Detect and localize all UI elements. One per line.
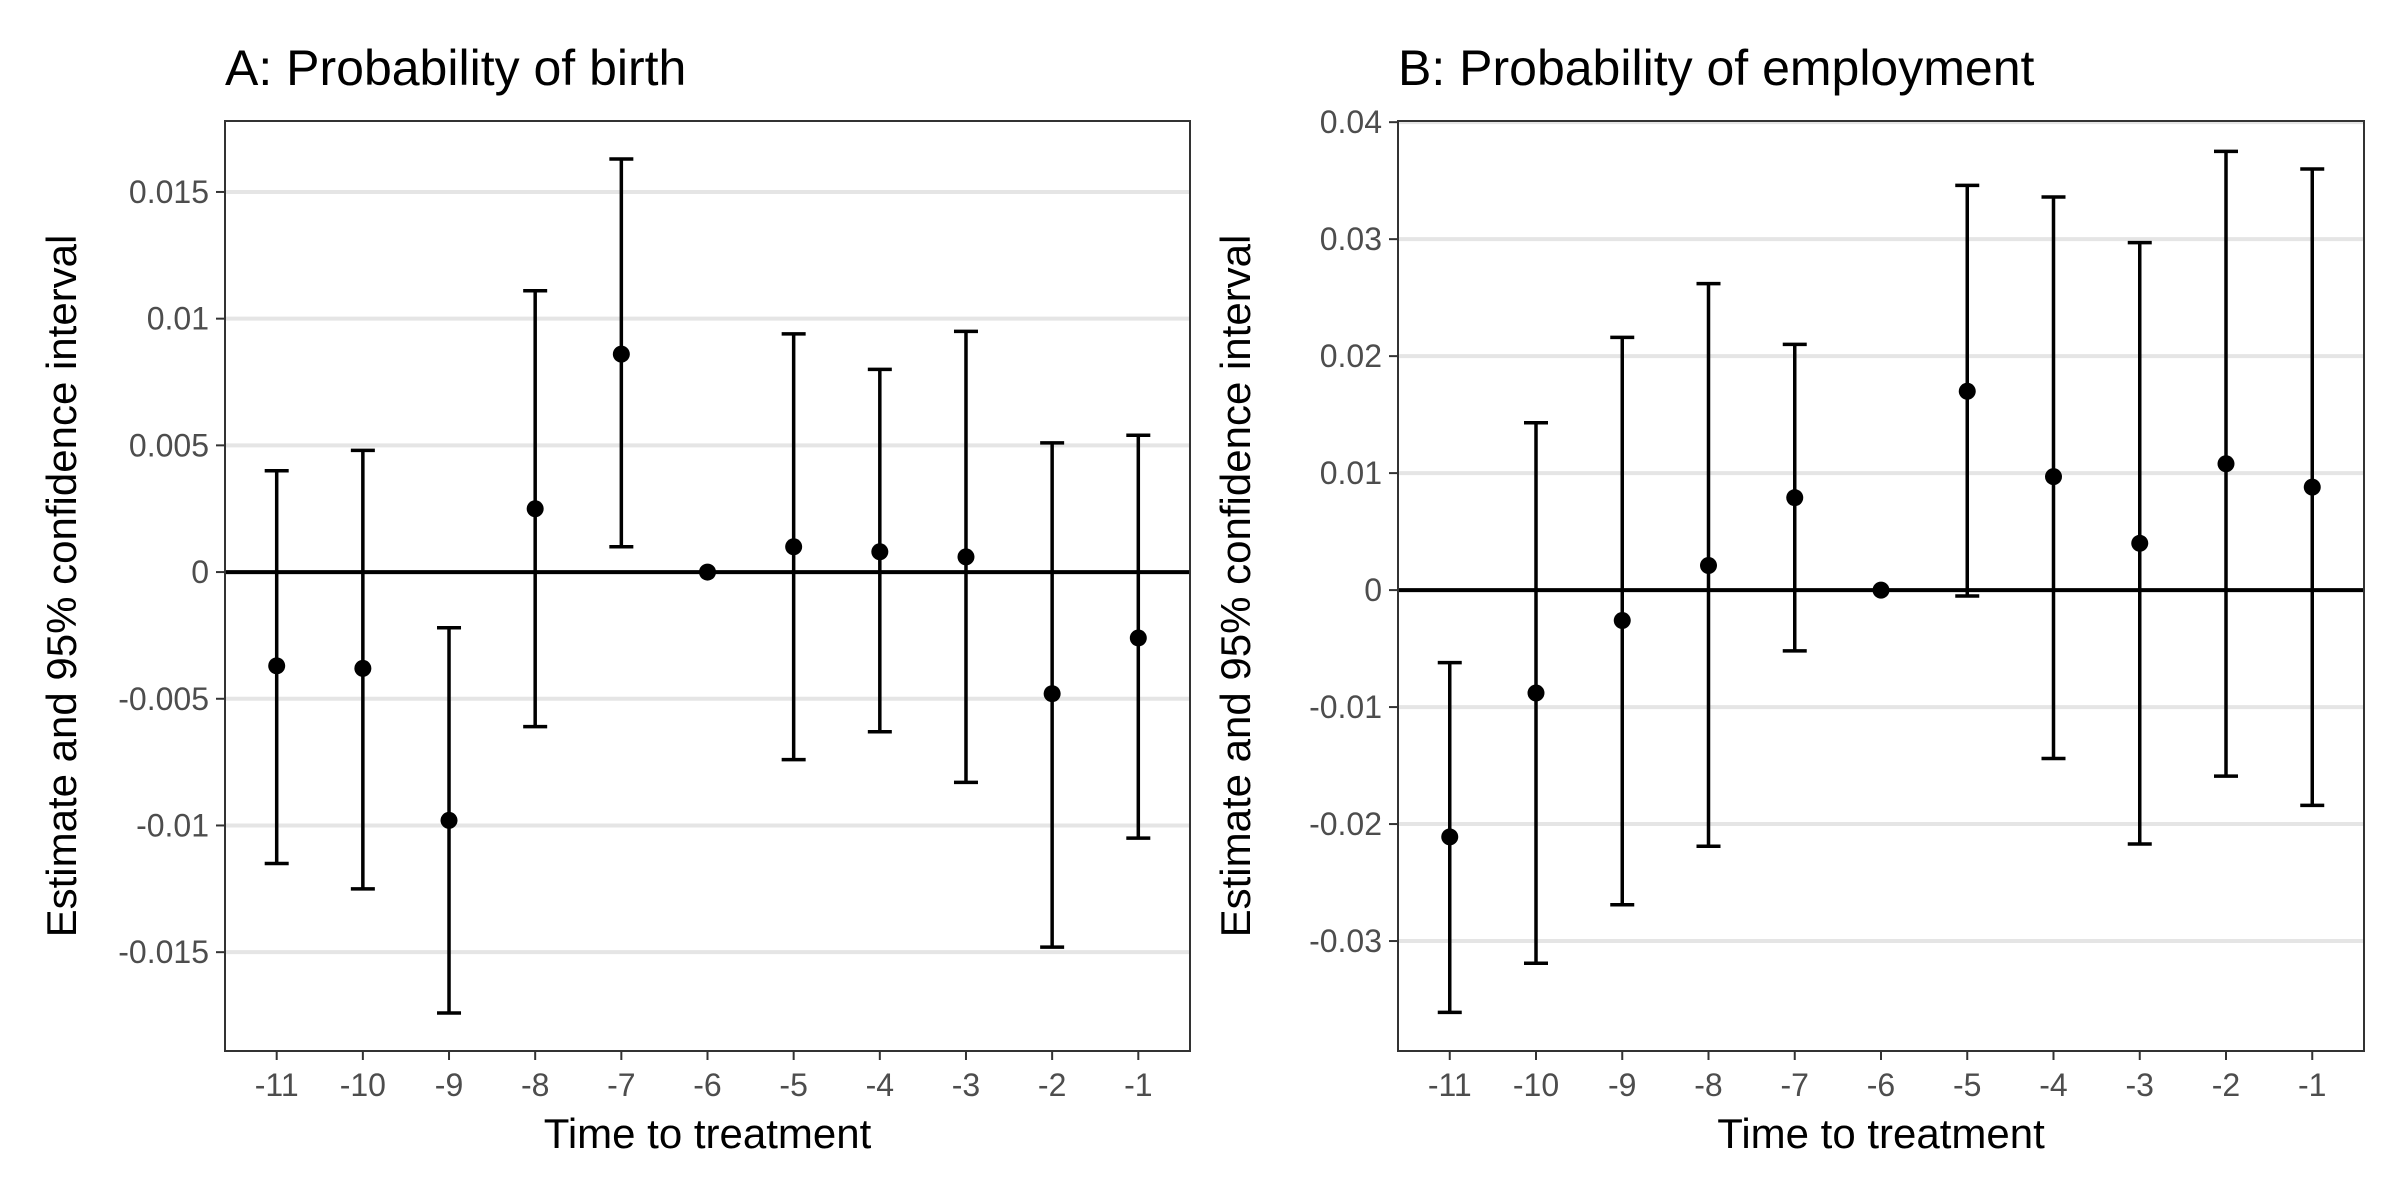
panel-a-estimate-point <box>440 811 458 829</box>
panel-a-estimate-point <box>871 543 889 561</box>
panel-a-y-tick-label: -0.015 <box>118 934 209 970</box>
panel-b-x-tick-label: -7 <box>1781 1067 1809 1103</box>
panel-b-y-tick-label: -0.01 <box>1309 689 1382 725</box>
panel-b-y-tick-label: 0.04 <box>1320 104 1382 140</box>
panel-a-y-axis-title: Estimate and 95% confidence interval <box>38 235 85 938</box>
panel-a-estimate-point <box>1129 629 1147 647</box>
panel-a-x-tick-label: -7 <box>607 1067 635 1103</box>
panel-a-y-tick-label: 0.005 <box>129 427 209 463</box>
panel-a-estimate-point <box>699 563 716 581</box>
panel-a-x-tick-label: -2 <box>1038 1067 1066 1103</box>
panel-a-y-tick-label: 0.01 <box>147 301 209 337</box>
panel-a-x-tick-label: -6 <box>693 1067 721 1103</box>
panel-b-title: B: Probability of employment <box>1398 40 2035 96</box>
panel-a-estimate-point <box>612 345 630 363</box>
panel-a-x-tick-label: -8 <box>521 1067 549 1103</box>
panel-b-x-axis-title: Time to treatment <box>1717 1110 2045 1157</box>
panel-b-x-tick-label: -10 <box>1513 1067 1559 1103</box>
panel-a-x-tick-label: -10 <box>340 1067 386 1103</box>
panel-a-x-tick-label: -9 <box>435 1067 463 1103</box>
panel-a-border <box>224 120 1191 1052</box>
panel-b-x-tick-label: -4 <box>2039 1067 2067 1103</box>
panel-a-estimate-point <box>785 538 803 556</box>
panel-b-estimate-point <box>1700 557 1717 575</box>
panel-b-y-tick-label: -0.02 <box>1309 806 1382 842</box>
panel-b-y-axis-title: Estimate and 95% confidence interval <box>1212 235 1259 938</box>
panel-b-marks <box>1437 149 2325 1015</box>
panel-b-y-axis: -0.03 -0.02 -0.01 0 0.01 0.02 0.03 0.04 <box>1309 104 1398 959</box>
panel-a-x-tick-label: -4 <box>866 1067 894 1103</box>
panel-a-estimate-point <box>526 500 544 518</box>
panel-b-grid <box>1398 120 2364 944</box>
panel-b-x-tick-label: -11 <box>1428 1067 1472 1103</box>
panel-b-y-tick-label: 0.03 <box>1320 221 1382 257</box>
panel-b-x-tick-label: -1 <box>2298 1067 2326 1103</box>
panel-b-estimate-point <box>1958 382 1976 400</box>
panel-a-y-tick-label: -0.005 <box>118 681 209 717</box>
panel-b-estimate-point <box>1872 581 1890 599</box>
panel-a-x-tick-label: -1 <box>1124 1067 1152 1103</box>
panel-a-y-tick-label: -0.01 <box>136 807 209 843</box>
panel-a-x-axis-title: Time to treatment <box>544 1110 872 1157</box>
panel-a-estimate-point <box>957 548 975 566</box>
panel-a-marks <box>264 157 1151 1015</box>
panel-b-x-tick-label: -9 <box>1608 1067 1636 1103</box>
panel-b-x-tick-label: -8 <box>1694 1067 1722 1103</box>
panel-b-x-tick-label: -5 <box>1953 1067 1981 1103</box>
panel-b-y-tick-label: 0 <box>1364 572 1382 608</box>
panel-a-estimate-point <box>1043 685 1061 703</box>
panel-b-estimate-point <box>2131 534 2149 552</box>
panel-b-x-axis: -11 -10 -9 -8 -7 -6 -5 -4 -3 -2 -1 <box>1428 1051 2326 1103</box>
panel-a-x-tick-label: -11 <box>255 1067 299 1103</box>
panel-b-estimate-point <box>2045 468 2062 486</box>
panel-b-x-tick-label: -6 <box>1867 1067 1895 1103</box>
panel-a-x-tick-label: -3 <box>952 1067 980 1103</box>
panel-b-estimate-point <box>1441 828 1459 846</box>
panel-a-title: A: Probability of birth <box>225 40 686 96</box>
panel-b: B: Probability of employment -0.03-0.02-… <box>1212 40 2365 1157</box>
panel-a-y-tick-label: 0 <box>191 554 209 590</box>
panel-b-y-tick-label: 0.01 <box>1320 455 1382 491</box>
panel-a-y-tick-label: 0.015 <box>129 174 209 210</box>
panel-b-y-tick-label: 0.02 <box>1320 338 1382 374</box>
panel-a-estimate-point <box>354 659 372 677</box>
panel-b-x-tick-label: -2 <box>2212 1067 2240 1103</box>
panel-b-estimate-point <box>2217 455 2235 473</box>
panel-a-estimate-point <box>268 657 286 675</box>
panel-a-x-tick-label: -5 <box>779 1067 807 1103</box>
panel-b-x-tick-label: -3 <box>2126 1067 2154 1103</box>
panel-b-estimate-point <box>1527 684 1545 702</box>
panel-a-y-axis: -0.015 -0.01 -0.005 0 0.005 0.01 0.015 <box>118 174 225 970</box>
panel-a: A: Probability of birth -0.015 -0.01 -0.00… <box>38 40 1191 1157</box>
panel-b-estimate-point <box>1613 612 1631 630</box>
panel-b-estimate-point <box>1786 489 1804 507</box>
panel-b-y-tick-label: -0.03 <box>1309 923 1382 959</box>
panel-b-estimate-point <box>2303 478 2321 496</box>
panel-a-x-axis: -11 -10 -9 -8 -7 -6 -5 -4 -3 -2 -1 <box>255 1051 1153 1103</box>
